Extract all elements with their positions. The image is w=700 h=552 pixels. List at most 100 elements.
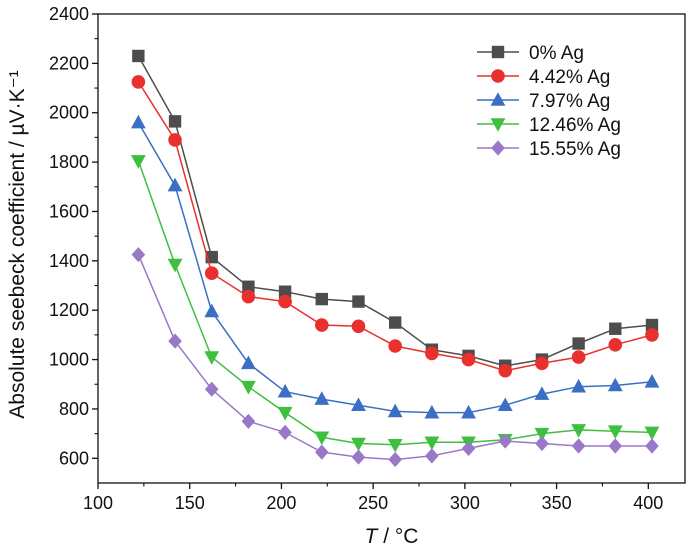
legend-item: 7.97% Ag (477, 91, 610, 112)
diamond-marker (388, 451, 402, 468)
legend-label: 0% Ag (529, 43, 584, 64)
y-tick-label: 600 (59, 448, 89, 468)
series-line (131, 247, 659, 468)
triangle-down-marker (204, 351, 220, 365)
diamond-marker (571, 438, 586, 454)
diamond-marker (425, 448, 439, 464)
x-tick-label: 150 (175, 493, 205, 513)
x-axis-label: T / °C (365, 525, 419, 548)
x-tick-label: 100 (83, 493, 113, 513)
square-marker (315, 292, 328, 306)
legend-label: 7.97% Ag (529, 91, 610, 112)
diamond-marker (131, 247, 146, 263)
circle-marker (314, 318, 329, 332)
diamond-marker (278, 424, 292, 440)
triangle-up-marker (644, 373, 660, 388)
triangle-down-marker (351, 437, 366, 452)
triangle-down-marker (644, 426, 660, 441)
diamond-marker (498, 433, 513, 449)
triangle-up-marker (497, 397, 513, 412)
legend-label: 12.46% Ag (529, 115, 621, 136)
legend-item: 12.46% Ag (477, 115, 621, 136)
diamond-marker (608, 438, 623, 454)
plot-series (130, 49, 660, 468)
x-tick-label: 200 (266, 493, 296, 513)
series-line (131, 75, 659, 378)
triangle-up-marker (571, 378, 587, 393)
series-polyline (137, 160, 653, 446)
x-axis-label-unit: / °C (377, 525, 418, 548)
triangle-up-marker (534, 386, 550, 400)
triangle-up-marker (204, 303, 220, 318)
circle-marker (491, 69, 505, 83)
diamond-marker (204, 381, 219, 397)
legend: 0% Ag 4.42% Ag 7.97% Ag 12.46% Ag 15.55% Ag (477, 43, 621, 160)
square-marker (388, 316, 402, 329)
triangle-down-marker (130, 155, 146, 169)
circle-marker (498, 363, 513, 378)
diamond-marker (241, 413, 256, 429)
x-axis-ticks: 100 150 200 250 300 350 400 (83, 483, 663, 513)
circle-marker (608, 337, 623, 352)
x-tick-label: 400 (633, 493, 663, 513)
square-marker (645, 318, 659, 332)
circle-marker (351, 319, 366, 334)
y-tick-label: 1200 (49, 300, 89, 320)
triangle-up-marker (277, 383, 293, 398)
triangle-down-marker (387, 438, 403, 453)
circle-marker (204, 266, 219, 280)
triangle-up-marker (130, 114, 146, 129)
y-tick-label: 1600 (49, 201, 89, 221)
y-tick-label: 2200 (49, 53, 89, 73)
y-tick-label: 1400 (49, 251, 89, 271)
circle-marker (571, 350, 586, 364)
triangle-up-marker (461, 404, 476, 419)
triangle-up-marker (167, 177, 183, 192)
circle-marker (278, 294, 292, 309)
square-marker (609, 322, 622, 335)
plot-frame (97, 13, 686, 484)
triangle-up-marker (241, 355, 256, 370)
y-axis-ticks: 600 800 1000 1200 1400 1600 1800 2000 2200 2400 (49, 4, 98, 468)
triangle-up-marker (351, 397, 366, 412)
y-tick-label: 1000 (49, 350, 89, 370)
circle-marker (131, 75, 146, 89)
triangle-down-marker (277, 406, 293, 421)
square-marker (491, 45, 505, 59)
diamond-marker (645, 438, 659, 454)
triangle-up-marker (424, 404, 440, 419)
circle-marker (645, 328, 659, 342)
legend-item: 4.42% Ag (477, 67, 610, 88)
y-axis-label: Absolute seebeck coefficient / µV·K⁻¹ (6, 70, 29, 418)
circle-marker (535, 356, 549, 371)
diamond-marker (351, 449, 366, 465)
triangle-down-marker (607, 425, 623, 439)
y-tick-label: 2000 (49, 103, 89, 123)
circle-marker (425, 346, 439, 361)
circle-marker (241, 289, 256, 304)
diamond-marker (461, 440, 476, 457)
diamond-marker (168, 333, 182, 349)
diamond-marker (535, 435, 549, 452)
triangle-down-marker (424, 436, 440, 451)
legend-label: 4.42% Ag (529, 67, 610, 88)
x-tick-label: 300 (450, 493, 480, 513)
y-tick-label: 800 (59, 399, 89, 419)
triangle-up-marker (490, 92, 506, 106)
x-axis-label-variable: T (365, 525, 380, 548)
triangle-up-marker (607, 377, 623, 392)
legend-label: 15.55% Ag (529, 139, 621, 160)
circle-marker (168, 133, 182, 147)
square-marker (168, 115, 182, 128)
triangle-down-marker (167, 258, 183, 273)
square-marker (132, 49, 145, 63)
legend-item: 15.55% Ag (477, 139, 621, 160)
triangle-up-marker (314, 391, 330, 405)
circle-marker (461, 352, 476, 367)
series-line (130, 114, 660, 419)
y-tick-label: 1800 (49, 152, 89, 172)
triangle-down-marker (490, 118, 506, 132)
square-marker (278, 285, 292, 298)
triangle-down-marker (571, 424, 587, 438)
